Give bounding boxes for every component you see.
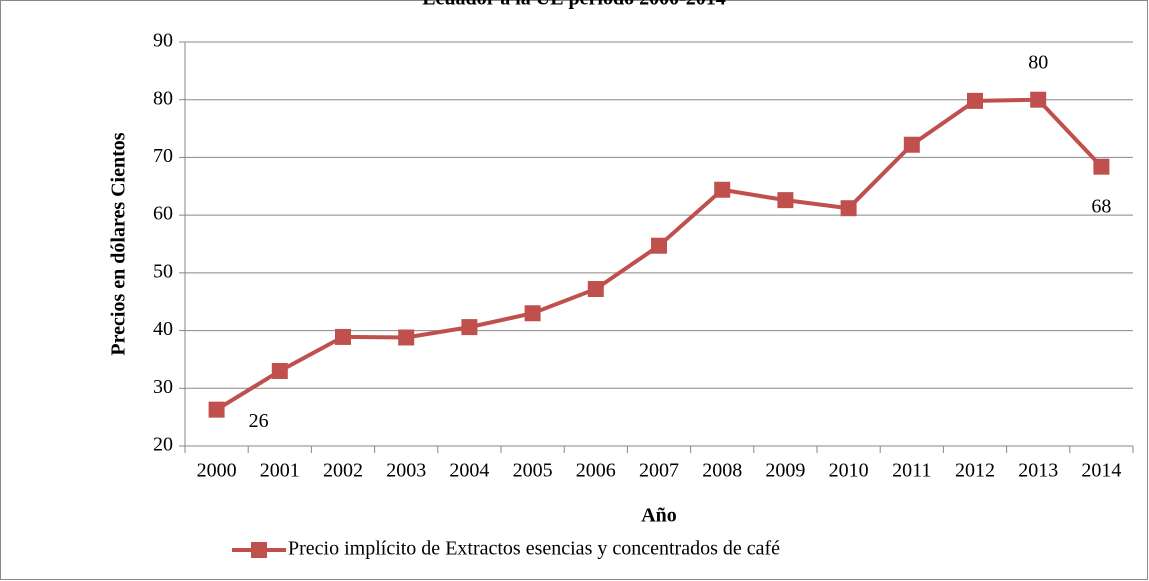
x-tick-label: 2011 — [892, 460, 931, 482]
x-tick-label: 2010 — [829, 460, 869, 482]
y-tick-label: 20 — [153, 434, 173, 456]
x-tick-label: 2007 — [639, 460, 679, 482]
marker — [461, 319, 478, 336]
x-tick-label: 2004 — [449, 460, 489, 482]
x-tick-label: 2014 — [1081, 460, 1121, 482]
marker — [524, 305, 541, 322]
x-tick-label: 2003 — [386, 460, 426, 482]
x-tick-label: 2008 — [702, 460, 742, 482]
y-tick-label: 90 — [153, 30, 173, 52]
data-label: 80 — [1028, 51, 1048, 73]
marker — [967, 92, 983, 109]
y-tick-label: 60 — [153, 203, 173, 225]
marker — [1030, 91, 1047, 108]
data-label: 26 — [249, 410, 269, 432]
y-tick-label: 30 — [153, 376, 173, 398]
y-axis-label: Precios en dólares Cientos — [108, 132, 130, 355]
data-label: 68 — [1091, 195, 1111, 217]
y-tick-label: 50 — [153, 260, 173, 282]
x-tick-label: 2013 — [1018, 460, 1058, 482]
y-tick-label: 80 — [153, 87, 173, 109]
x-tick-label: 2012 — [955, 460, 995, 482]
marker — [208, 401, 225, 418]
marker — [1093, 158, 1110, 175]
y-tick-label: 40 — [153, 318, 173, 340]
marker — [840, 200, 857, 217]
x-tick-label: 2005 — [513, 460, 553, 482]
marker — [335, 328, 351, 345]
chart-title: Ecuador a la UE período 2000-2014 — [422, 0, 726, 10]
y-tick-label: 70 — [153, 145, 173, 167]
legend-marker — [251, 542, 267, 558]
marker — [398, 329, 415, 346]
x-tick-label: 2001 — [260, 460, 300, 482]
x-axis-label: Año — [641, 505, 677, 527]
x-tick-label: 2009 — [765, 460, 805, 482]
x-tick-label: 2006 — [576, 460, 616, 482]
marker — [714, 181, 731, 198]
marker — [587, 281, 604, 298]
x-tick-label: 2000 — [197, 460, 237, 482]
marker — [271, 362, 288, 379]
x-tick-label: 2002 — [323, 460, 363, 482]
marker — [651, 237, 667, 254]
legend-label: Precio implícito de Extractos esencias y… — [288, 538, 780, 560]
marker — [777, 192, 794, 209]
marker — [903, 136, 920, 153]
